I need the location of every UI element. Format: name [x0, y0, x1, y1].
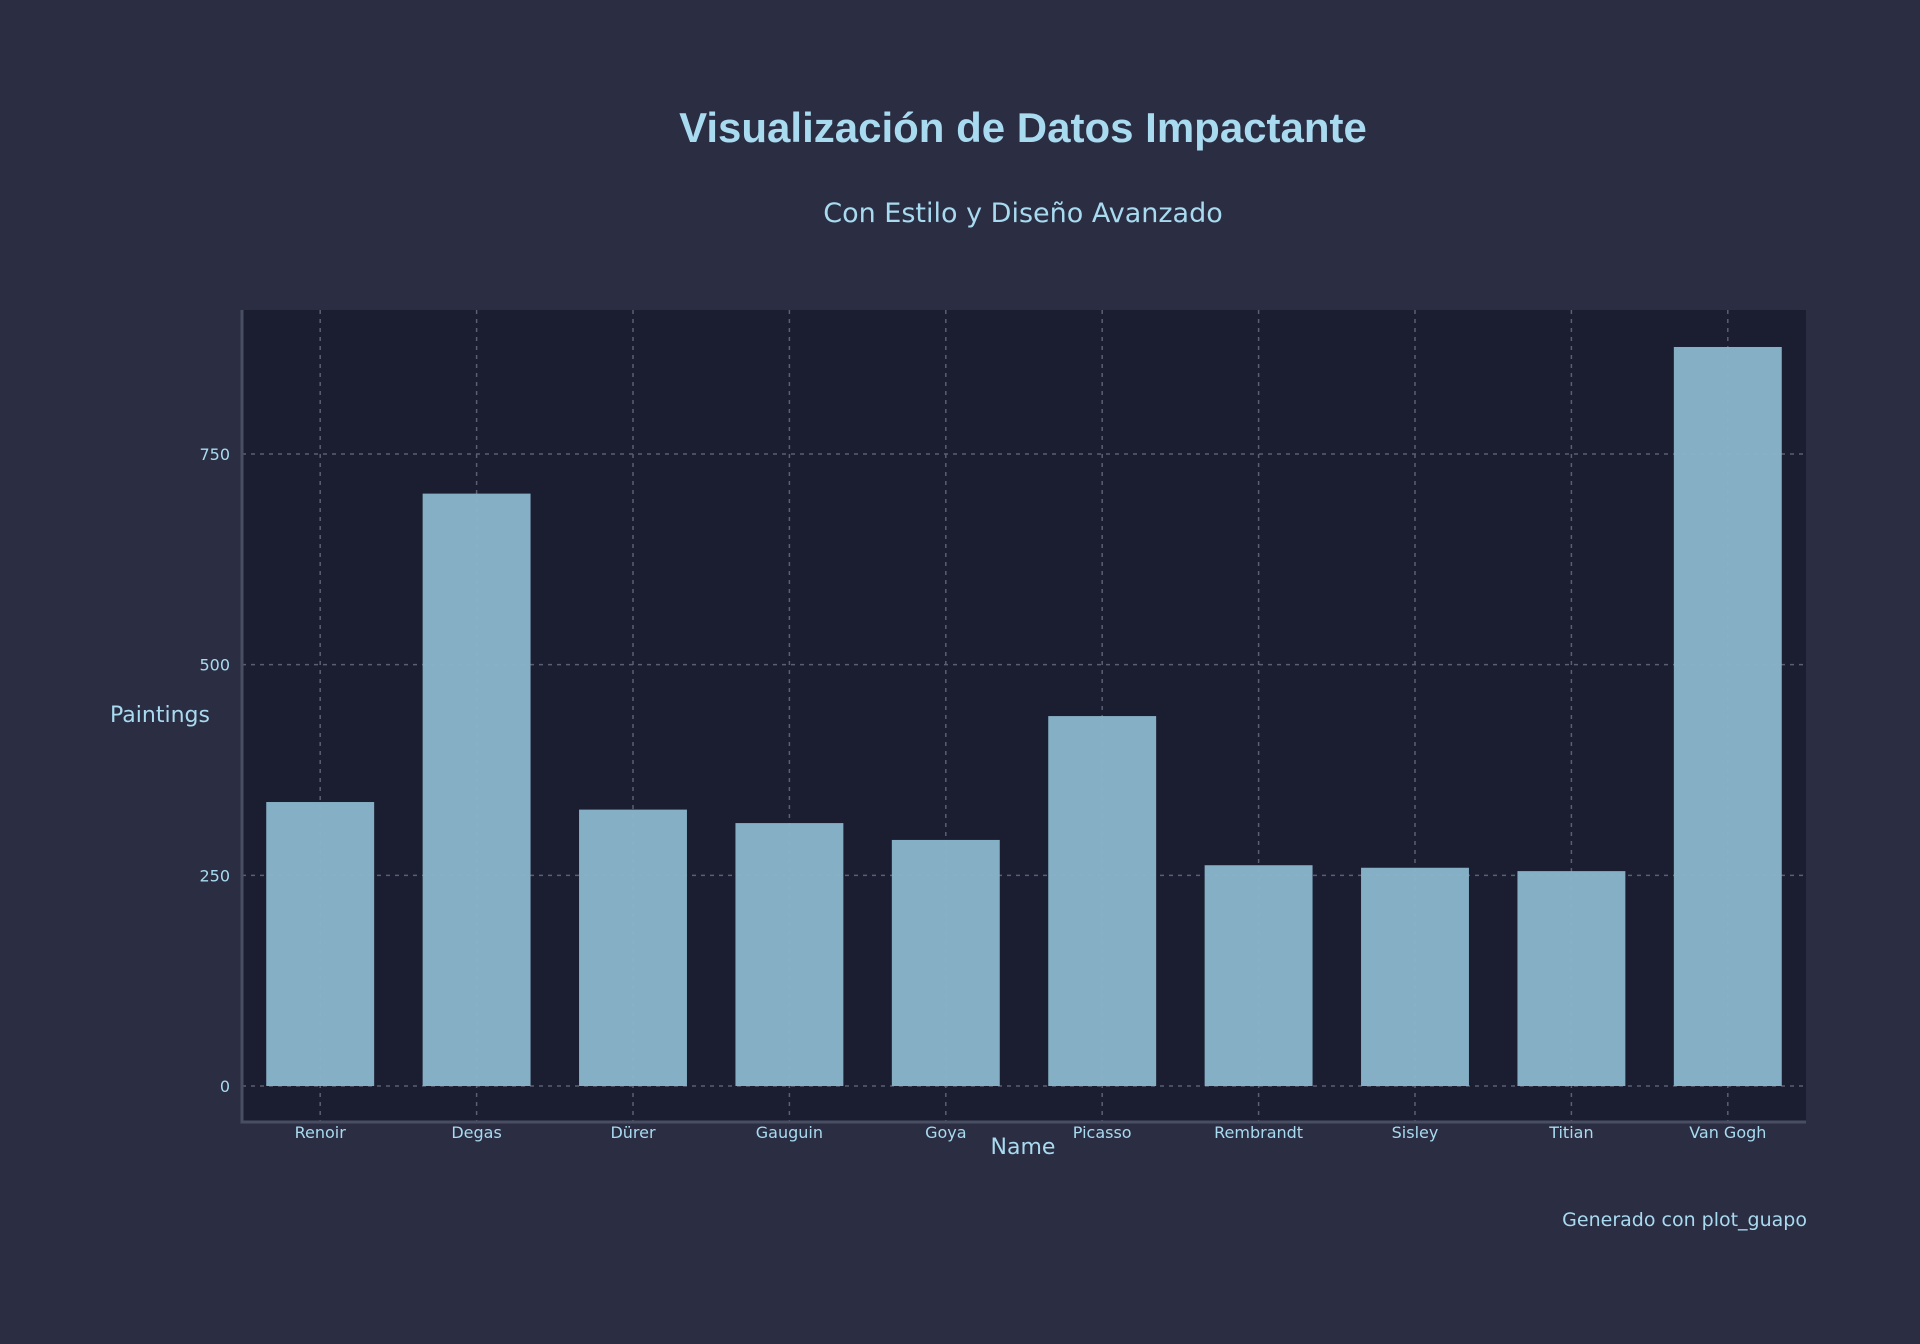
x-tick-label-2: Dürer [610, 1123, 656, 1142]
x-tick-label-3: Gauguin [756, 1123, 823, 1142]
x-tick-label-9: Van Gogh [1689, 1123, 1766, 1142]
bar-sisley [1361, 867, 1469, 1086]
bar-d-rer [579, 809, 687, 1086]
y-tick-label-1: 250 [199, 866, 230, 885]
bar-rembrandt [1204, 865, 1313, 1086]
x-tick-label-1: Degas [451, 1123, 501, 1142]
y-tick-label-3: 750 [199, 445, 230, 464]
y-tick-label-2: 500 [199, 656, 230, 675]
chart-title: Visualización de Datos Impactante [679, 104, 1367, 151]
y-tick-label-0: 0 [220, 1077, 230, 1096]
bar-goya [891, 839, 1000, 1086]
bar-van-gogh [1673, 346, 1782, 1086]
bar-picasso [1048, 716, 1157, 1086]
x-tick-label-5: Picasso [1073, 1123, 1132, 1142]
bar-gauguin [735, 823, 844, 1086]
bar-titian [1517, 871, 1626, 1086]
footer-caption: Generado con plot_guapo [1562, 1209, 1807, 1231]
axes [240, 310, 1806, 1124]
x-tick-label-8: Titian [1548, 1123, 1593, 1142]
y-tick-labels: 0 250 500 750 [199, 445, 230, 1096]
x-tick-label-0: Renoir [295, 1123, 347, 1142]
x-axis-title: Name [991, 1135, 1056, 1160]
chart-subtitle: Con Estilo y Diseño Avanzado [823, 198, 1223, 229]
bar-degas [422, 493, 531, 1086]
bars [266, 346, 1782, 1086]
x-tick-labels: Renoir Degas Dürer Gauguin Goya Picasso Rembra… [295, 1123, 1767, 1142]
x-tick-label-4: Goya [925, 1123, 966, 1142]
x-tick-label-6: Rembrandt [1214, 1123, 1303, 1142]
y-axis-title: Paintings [110, 703, 210, 728]
x-tick-label-7: Sisley [1392, 1123, 1439, 1142]
bar-renoir [266, 802, 375, 1086]
